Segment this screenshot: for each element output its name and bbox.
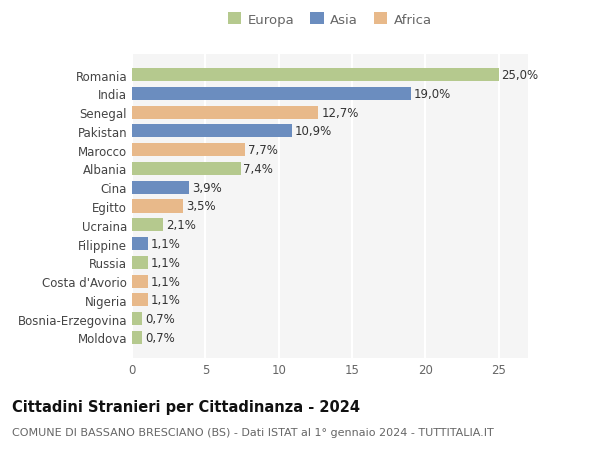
Bar	[132, 162, 241, 176]
Text: 19,0%: 19,0%	[413, 88, 451, 101]
Bar	[132, 144, 245, 157]
Bar	[132, 125, 292, 138]
Bar	[132, 69, 499, 82]
Bar	[132, 200, 184, 213]
Legend: Europa, Asia, Africa: Europa, Asia, Africa	[228, 13, 432, 27]
Bar	[132, 181, 189, 194]
Bar	[132, 88, 410, 101]
Bar	[132, 219, 163, 232]
Text: 0,7%: 0,7%	[145, 313, 175, 325]
Bar	[132, 294, 148, 307]
Bar	[132, 313, 142, 325]
Text: 7,7%: 7,7%	[248, 144, 278, 157]
Text: 3,9%: 3,9%	[192, 181, 222, 194]
Text: 1,1%: 1,1%	[151, 238, 181, 251]
Bar	[132, 256, 148, 269]
Text: 7,4%: 7,4%	[244, 162, 274, 175]
Text: 10,9%: 10,9%	[295, 125, 332, 138]
Bar	[132, 237, 148, 251]
Text: 25,0%: 25,0%	[502, 69, 539, 82]
Text: 1,1%: 1,1%	[151, 256, 181, 269]
Text: Cittadini Stranieri per Cittadinanza - 2024: Cittadini Stranieri per Cittadinanza - 2…	[12, 399, 360, 414]
Text: 0,7%: 0,7%	[145, 331, 175, 344]
Text: 1,1%: 1,1%	[151, 294, 181, 307]
Text: 1,1%: 1,1%	[151, 275, 181, 288]
Text: 3,5%: 3,5%	[186, 200, 216, 213]
Text: 2,1%: 2,1%	[166, 219, 196, 232]
Text: COMUNE DI BASSANO BRESCIANO (BS) - Dati ISTAT al 1° gennaio 2024 - TUTTITALIA.IT: COMUNE DI BASSANO BRESCIANO (BS) - Dati …	[12, 427, 494, 437]
Text: 12,7%: 12,7%	[321, 106, 359, 119]
Bar	[132, 275, 148, 288]
Bar	[132, 331, 142, 344]
Bar	[132, 106, 318, 119]
